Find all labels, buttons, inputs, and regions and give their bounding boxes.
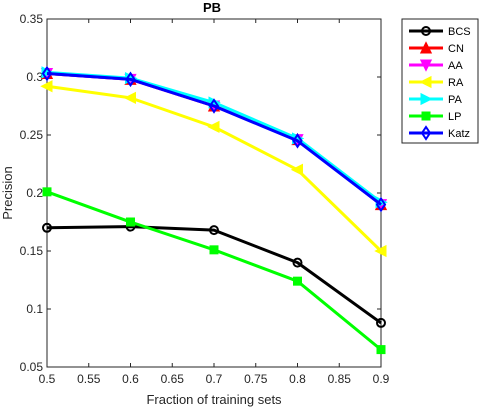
x-tick-label: 0.7 bbox=[206, 372, 223, 386]
legend-item-katz: Katz bbox=[409, 125, 470, 141]
legend-item-lp: LP bbox=[409, 111, 461, 123]
legend-item-cn: CN bbox=[409, 41, 464, 55]
x-tick-label: 0.9 bbox=[373, 372, 390, 386]
series-line-katz bbox=[46, 72, 382, 206]
data-point-katz bbox=[41, 65, 53, 82]
data-point-lp bbox=[42, 187, 52, 197]
y-tick-label: 0.35 bbox=[20, 12, 44, 26]
legend-label: CN bbox=[448, 43, 464, 55]
y-tick-label: 0.15 bbox=[20, 244, 44, 258]
chart-title: PB bbox=[203, 0, 221, 15]
data-point-lp bbox=[376, 345, 386, 355]
legend-marker bbox=[419, 41, 433, 54]
data-point-ra bbox=[123, 91, 136, 104]
y-axis: 0.05 0.1 0.15 0.2 0.25 0.3 0.35 bbox=[20, 12, 381, 374]
legend-marker bbox=[420, 92, 433, 106]
legend-label: Katz bbox=[448, 128, 470, 140]
x-tick-label: 0.8 bbox=[289, 372, 306, 386]
legend-marker bbox=[421, 26, 431, 36]
data-point-katz bbox=[125, 71, 136, 88]
legend-marker bbox=[421, 111, 431, 121]
legend-label: RA bbox=[448, 77, 464, 89]
series-bcs bbox=[42, 221, 386, 328]
x-tick-label: 0.85 bbox=[328, 372, 352, 386]
y-tick-label: 0.25 bbox=[20, 128, 44, 142]
data-point-ra bbox=[290, 163, 303, 176]
x-tick-label: 0.55 bbox=[77, 372, 101, 386]
series-lp bbox=[42, 187, 386, 355]
y-tick-label: 0.1 bbox=[26, 302, 43, 316]
data-point-lp bbox=[126, 217, 135, 227]
y-tick-label: 0.05 bbox=[20, 360, 44, 374]
data-point-ra bbox=[207, 120, 220, 133]
data-point-katz bbox=[375, 196, 387, 213]
data-point-ra bbox=[40, 80, 53, 93]
y-tick-label: 0.3 bbox=[26, 70, 43, 84]
data-point-lp bbox=[293, 276, 302, 286]
data-point-lp bbox=[209, 245, 219, 255]
series-line-bcs bbox=[46, 225, 382, 325]
legend-label: AA bbox=[448, 60, 463, 72]
data-point-bcs bbox=[376, 317, 386, 328]
legend-label: PA bbox=[448, 94, 463, 106]
x-tick-label: 0.65 bbox=[161, 372, 185, 386]
legend-marker bbox=[420, 125, 432, 141]
data-point-bcs bbox=[292, 257, 303, 268]
data-point-katz bbox=[208, 98, 220, 114]
x-tick-label: 0.75 bbox=[244, 372, 268, 386]
legend-item-aa: AA bbox=[409, 59, 463, 72]
legend-item-ra: RA bbox=[409, 75, 464, 89]
x-axis: 0.5 0.55 0.6 0.65 0.7 0.75 0.8 0.85 0.9 bbox=[39, 19, 390, 386]
data-point-ra bbox=[374, 244, 387, 258]
series-layer bbox=[40, 65, 388, 355]
plot-area bbox=[46, 18, 382, 368]
legend-label: BCS bbox=[448, 26, 471, 38]
series-ra bbox=[40, 80, 387, 258]
x-axis-label: Fraction of training sets bbox=[146, 392, 282, 407]
legend-item-pa: PA bbox=[409, 92, 463, 106]
y-axis-label: Precision bbox=[0, 166, 15, 219]
data-point-bcs bbox=[42, 222, 52, 233]
y-tick-label: 0.2 bbox=[26, 186, 43, 200]
legend: BCS CN AA RA PA LP Katz bbox=[401, 18, 479, 144]
x-tick-label: 0.5 bbox=[39, 372, 56, 386]
data-point-katz bbox=[292, 132, 303, 149]
data-point-bcs bbox=[209, 225, 219, 236]
legend-marker bbox=[419, 75, 432, 89]
legend-label: LP bbox=[448, 111, 461, 123]
x-tick-label: 0.6 bbox=[122, 372, 139, 386]
legend-marker bbox=[419, 59, 433, 72]
legend-item-bcs: BCS bbox=[409, 26, 471, 38]
series-katz bbox=[41, 65, 387, 213]
